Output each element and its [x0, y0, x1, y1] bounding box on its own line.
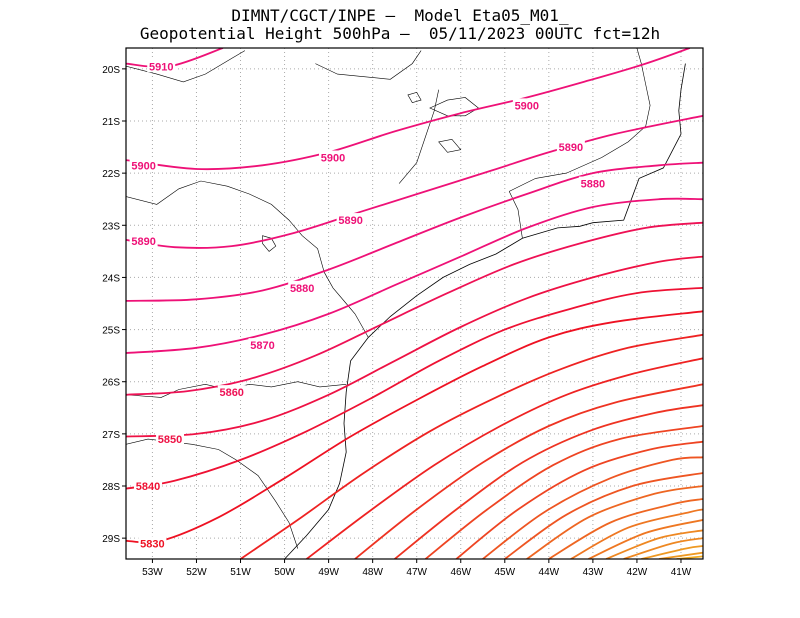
- contour-label-bg: [129, 233, 158, 247]
- lat-tick-label: 23S: [102, 221, 120, 232]
- contour-label-bg: [556, 140, 585, 154]
- contour-label: 5900: [131, 160, 155, 172]
- contour-line: [641, 545, 703, 559]
- contour-label-bg: [156, 432, 185, 446]
- contour-label-bg: [319, 150, 348, 164]
- contour-line: [126, 197, 703, 354]
- lat-tick-label: 21S: [102, 117, 120, 128]
- state-border: [398, 89, 439, 184]
- contour-line: [126, 310, 703, 544]
- contour-line: [126, 114, 703, 249]
- lat-tick-label: 24S: [102, 273, 120, 284]
- contour-line: [623, 537, 703, 559]
- lon-tick-label: 44W: [539, 567, 560, 578]
- lat-tick-label: 29S: [102, 534, 120, 545]
- contour-line: [306, 357, 703, 559]
- lon-tick-label: 41W: [671, 567, 692, 578]
- lon-tick-label: 52W: [186, 567, 207, 578]
- contour-label: 5850: [158, 434, 182, 446]
- lat-tick-label: 20S: [102, 65, 120, 76]
- contour-label: 5910: [149, 61, 173, 73]
- contour-label-bg: [129, 158, 158, 172]
- contour-label-bg: [138, 536, 167, 550]
- state-border: [509, 48, 651, 192]
- lon-tick-label: 42W: [627, 567, 648, 578]
- contour-label-bg: [147, 59, 176, 73]
- lon-tick-label: 46W: [450, 567, 471, 578]
- contour-line: [354, 383, 703, 559]
- contour-label: 5890: [131, 236, 155, 248]
- contour-label: 5890: [559, 142, 583, 154]
- gridlines: [126, 48, 703, 559]
- contour-line: [588, 519, 703, 559]
- lake-outline: [407, 91, 422, 104]
- contour-line: [455, 440, 703, 559]
- contour-line: [126, 161, 703, 302]
- contour-line: [424, 425, 703, 559]
- lake-outline: [438, 138, 462, 153]
- latitude-ticks: 20S 21S 22S 23S 24S 25S 26S 27S 28S 29S: [102, 65, 126, 545]
- lon-tick-label: 50W: [274, 567, 295, 578]
- lake-outline: [262, 235, 277, 252]
- lon-tick-label: 45W: [495, 567, 516, 578]
- lat-tick-label: 25S: [102, 326, 120, 337]
- lat-tick-label: 28S: [102, 482, 120, 493]
- longitude-ticks: 53W 52W 51W 50W 49W 48W 47W 46W 45W 44W 43W 42W 41W: [142, 559, 692, 578]
- chart-title-line1: DIMNT/CGCT/INPE – Model Eta05_M01_: [231, 6, 569, 25]
- contour-line: [504, 472, 703, 559]
- state-border: [508, 191, 523, 239]
- lake-outline: [429, 97, 479, 117]
- contour-line: [605, 529, 703, 559]
- contour-label-bg: [336, 213, 365, 227]
- contour-line: [570, 508, 703, 559]
- contour-line: [239, 333, 703, 559]
- state-border: [126, 438, 299, 549]
- lat-tick-label: 22S: [102, 169, 120, 180]
- contour-line: [126, 221, 703, 396]
- contour-label: 5870: [250, 340, 274, 352]
- state-border: [126, 180, 369, 338]
- contour-line: [526, 485, 703, 559]
- lat-tick-label: 26S: [102, 378, 120, 389]
- contour-label: 5860: [219, 387, 243, 399]
- contour-line: [126, 255, 703, 438]
- contour-line: [394, 404, 703, 559]
- contour-label: 5830: [140, 538, 164, 550]
- contour-lines: 5910 5900 5900 5900 5890 5890 5890 5880 5880 5870…: [126, 48, 703, 559]
- contour-line: [126, 287, 703, 490]
- map-frame: [125, 47, 704, 560]
- contour-line: [126, 48, 691, 171]
- contour-label-bg: [217, 385, 246, 399]
- contour-label-bg: [134, 479, 163, 492]
- state-border: [126, 50, 246, 83]
- contour-label: 5880: [290, 283, 314, 295]
- lon-tick-label: 47W: [406, 567, 427, 578]
- contour-label: 5900: [321, 153, 345, 165]
- state-border: [315, 50, 422, 80]
- contour-label: 5900: [515, 100, 539, 112]
- lon-tick-label: 43W: [583, 567, 604, 578]
- lon-tick-label: 53W: [142, 567, 163, 578]
- contour-label-bg: [578, 176, 607, 190]
- contour-line: [548, 498, 703, 559]
- contour-line: [482, 456, 703, 559]
- contour-label: 5840: [136, 481, 160, 493]
- contour-label-bg: [288, 280, 317, 294]
- lat-tick-label: 27S: [102, 430, 120, 441]
- contour-label: 5880: [581, 179, 605, 191]
- contour-line: [658, 551, 703, 559]
- coastline: [284, 63, 686, 559]
- contour-label: 5890: [338, 215, 362, 227]
- lon-tick-label: 51W: [230, 567, 251, 578]
- contour-label-bg: [248, 338, 277, 352]
- lon-tick-label: 48W: [362, 567, 383, 578]
- contour-label-bg: [512, 98, 541, 112]
- lon-tick-label: 49W: [318, 567, 339, 578]
- chart-title-line2: Geopotential Height 500hPa – 05/11/2023 …: [139, 24, 661, 43]
